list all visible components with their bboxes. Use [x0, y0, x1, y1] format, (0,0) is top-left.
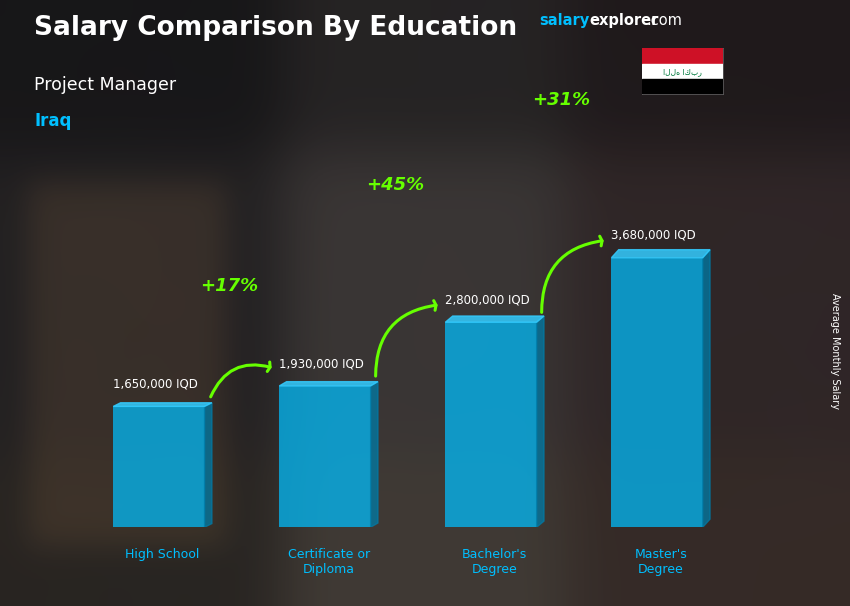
- Text: +45%: +45%: [366, 176, 424, 194]
- Polygon shape: [703, 250, 710, 527]
- Bar: [642, 79, 722, 94]
- Text: Iraq: Iraq: [34, 112, 71, 130]
- Text: Master's
Degree: Master's Degree: [634, 548, 687, 576]
- Polygon shape: [113, 403, 212, 407]
- Bar: [642, 64, 722, 79]
- Text: +31%: +31%: [532, 90, 590, 108]
- Text: +17%: +17%: [200, 277, 258, 295]
- Text: .com: .com: [646, 13, 682, 28]
- Text: High School: High School: [126, 548, 200, 561]
- Polygon shape: [536, 316, 544, 527]
- Text: Bachelor's
Degree: Bachelor's Degree: [462, 548, 527, 576]
- Text: 3,680,000 IQD: 3,680,000 IQD: [611, 229, 696, 242]
- Polygon shape: [445, 316, 544, 322]
- Text: 1,930,000 IQD: 1,930,000 IQD: [279, 357, 364, 370]
- FancyBboxPatch shape: [280, 386, 371, 527]
- Bar: [642, 48, 722, 64]
- FancyBboxPatch shape: [445, 322, 536, 527]
- Polygon shape: [280, 382, 378, 386]
- Text: Average Monthly Salary: Average Monthly Salary: [830, 293, 840, 410]
- Polygon shape: [371, 382, 378, 527]
- Text: 2,800,000 IQD: 2,800,000 IQD: [445, 293, 530, 307]
- Text: 1,650,000 IQD: 1,650,000 IQD: [113, 378, 198, 391]
- Polygon shape: [205, 403, 212, 527]
- FancyBboxPatch shape: [113, 407, 205, 527]
- FancyBboxPatch shape: [611, 258, 703, 527]
- Text: الله اكبر: الله اكبر: [663, 67, 701, 76]
- Polygon shape: [611, 250, 710, 258]
- Text: explorer: explorer: [589, 13, 659, 28]
- Text: Certificate or
Diploma: Certificate or Diploma: [287, 548, 370, 576]
- Text: salary: salary: [540, 13, 590, 28]
- Text: Project Manager: Project Manager: [34, 76, 176, 94]
- Text: Salary Comparison By Education: Salary Comparison By Education: [34, 15, 517, 41]
